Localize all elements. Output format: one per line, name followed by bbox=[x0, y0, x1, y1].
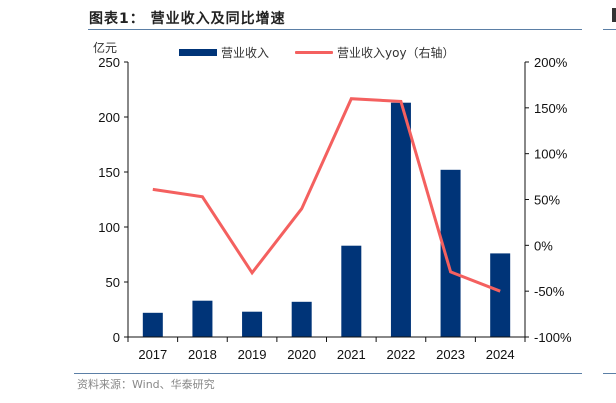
x-tick-label: 2019 bbox=[238, 347, 267, 362]
axes bbox=[124, 61, 529, 342]
revenue-bar bbox=[440, 169, 461, 337]
revenue-bars bbox=[142, 102, 511, 337]
left-axis-unit: 亿元 bbox=[93, 41, 118, 55]
legend-bar: 营业收入 bbox=[179, 44, 269, 61]
revenue-bar bbox=[490, 253, 511, 337]
right-tick-label: -50% bbox=[534, 284, 565, 299]
right-tick-label: -100% bbox=[534, 330, 572, 345]
x-tick-label: 2024 bbox=[486, 347, 515, 362]
title-divider-right bbox=[603, 29, 616, 30]
right-tick-label: 50% bbox=[534, 193, 560, 208]
right-tick-label: 0% bbox=[534, 238, 553, 253]
source-divider-right bbox=[603, 373, 616, 374]
right-tick-label: 100% bbox=[534, 147, 568, 162]
left-tick-label: 0 bbox=[113, 330, 120, 345]
legend-bar-swatch bbox=[179, 49, 217, 56]
right-tick-label: 200% bbox=[534, 55, 568, 70]
left-tick-label: 100 bbox=[98, 220, 120, 235]
right-tick-label: 150% bbox=[534, 101, 568, 116]
tick-labels: 0 50 100 150 200 250 -100% -50% 0% 50% 100% 150% 200… bbox=[98, 55, 572, 362]
chart-title: 图表1： 营业收入及同比增速 bbox=[89, 11, 286, 27]
revenue-bar bbox=[341, 245, 362, 337]
revenue-bar bbox=[390, 102, 411, 337]
x-tick-label: 2018 bbox=[188, 347, 217, 362]
x-tick-label: 2017 bbox=[138, 347, 167, 362]
left-tick-label: 150 bbox=[98, 165, 120, 180]
revenue-bar bbox=[291, 301, 312, 337]
revenue-bar bbox=[192, 300, 213, 337]
source-divider bbox=[74, 373, 582, 374]
source-note: 资料来源：Wind、华泰研究 bbox=[77, 378, 215, 391]
yoy-line bbox=[152, 97, 501, 293]
x-tick-label: 2022 bbox=[386, 347, 415, 362]
clipped-next-title bbox=[612, 8, 616, 22]
x-tick-label: 2023 bbox=[436, 347, 465, 362]
x-tick-label: 2021 bbox=[337, 347, 366, 362]
left-tick-label: 250 bbox=[98, 55, 120, 70]
left-tick-label: 50 bbox=[106, 275, 120, 290]
legend-line-label: 营业收入yoy（右轴） bbox=[337, 46, 455, 60]
x-tick-label: 2020 bbox=[287, 347, 316, 362]
legend-line: 营业收入yoy（右轴） bbox=[295, 44, 455, 61]
legend-line-swatch bbox=[295, 51, 333, 54]
revenue-bar bbox=[142, 312, 163, 337]
revenue-bar bbox=[242, 311, 263, 337]
title-divider bbox=[88, 29, 582, 30]
legend-bar-label: 营业收入 bbox=[221, 46, 270, 60]
left-tick-label: 200 bbox=[98, 110, 120, 125]
